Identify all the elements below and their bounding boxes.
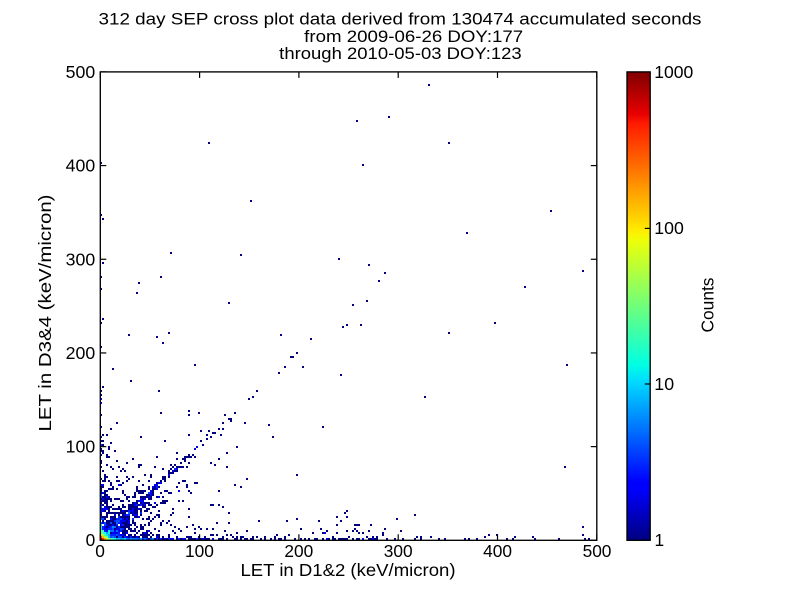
svg-text:through 2010-05-03 DOY:123: through 2010-05-03 DOY:123 [279, 44, 522, 63]
svg-text:1000: 1000 [654, 62, 693, 82]
svg-text:Counts: Counts [698, 277, 718, 332]
svg-text:300: 300 [66, 249, 96, 269]
svg-text:LET in D1&2 (keV/micron): LET in D1&2 (keV/micron) [241, 560, 456, 580]
svg-text:500: 500 [583, 541, 612, 561]
svg-text:from 2009-06-26 DOY:177: from 2009-06-26 DOY:177 [304, 27, 523, 46]
svg-text:LET in D3&4 (keV/micron): LET in D3&4 (keV/micron) [35, 195, 55, 432]
svg-text:100: 100 [654, 218, 684, 238]
svg-text:100: 100 [66, 437, 96, 457]
svg-text:312 day SEP cross plot data de: 312 day SEP cross plot data derived from… [99, 9, 702, 28]
svg-text:200: 200 [66, 343, 96, 363]
svg-text:1: 1 [655, 530, 665, 550]
svg-text:0: 0 [86, 530, 96, 550]
svg-text:300: 300 [384, 541, 413, 561]
svg-text:200: 200 [284, 541, 313, 561]
svg-text:10: 10 [654, 374, 674, 394]
svg-text:500: 500 [66, 62, 96, 82]
svg-text:100: 100 [185, 541, 214, 561]
svg-text:0: 0 [95, 541, 105, 561]
svg-text:400: 400 [483, 541, 512, 561]
svg-text:400: 400 [66, 156, 96, 176]
